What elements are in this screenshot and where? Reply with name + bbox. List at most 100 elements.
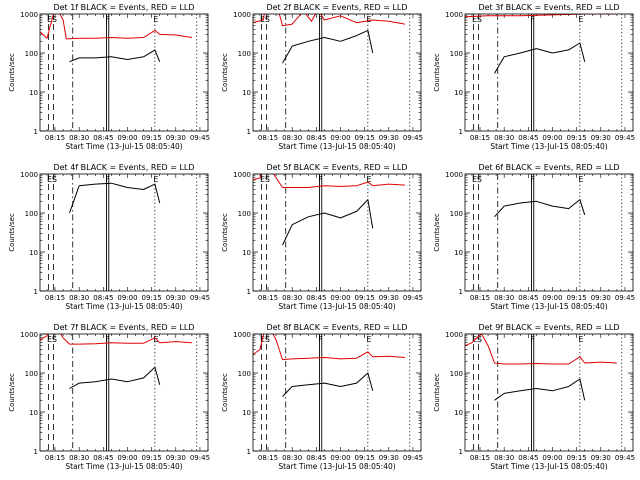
x-tick-label: 09:00 — [330, 134, 350, 142]
panel-title: Det 3f BLACK = Events, RED = LLD — [478, 3, 619, 12]
y-tick-label: 10 — [242, 89, 251, 97]
x-tick-label: 09:30 — [379, 294, 399, 302]
x-tick-label: 09:00 — [542, 454, 562, 462]
marker-label: E — [366, 175, 371, 184]
y-axis-label: Counts/sec — [221, 53, 229, 92]
panel: Det 1f BLACK = Events, RED = LLD Counts/s… — [8, 3, 210, 151]
y-tick-label: 1 — [247, 128, 251, 136]
x-tick-label: 09:30 — [591, 134, 611, 142]
x-tick-label: 08:30 — [494, 454, 514, 462]
plot-frame — [464, 173, 634, 292]
marker-label: S — [52, 175, 57, 184]
y-tick-label: 1000 — [445, 171, 463, 179]
series-line-events — [69, 49, 161, 63]
x-tick-label: 09:30 — [166, 294, 186, 302]
y-tick-label: 1 — [34, 448, 38, 456]
y-tick-label: 1000 — [233, 11, 251, 19]
y-tick-label: 10 — [242, 409, 251, 417]
y-tick-label: 10 — [242, 249, 251, 257]
x-tick-label: 09:45 — [615, 454, 635, 462]
marker-label: S — [52, 15, 57, 24]
panel: Det 5f BLACK = Events, RED = LLD Counts/s… — [221, 163, 423, 311]
marker-label: F — [530, 15, 535, 24]
panel-title: Det 8f BLACK = Events, RED = LLD — [266, 323, 407, 332]
x-tick-label: 09:15 — [355, 134, 375, 142]
marker-label: E — [472, 15, 477, 24]
panel-title: Det 1f BLACK = Events, RED = LLD — [53, 3, 194, 12]
marker-label: E — [47, 15, 52, 24]
marker-label: F — [105, 175, 110, 184]
x-tick-label: 08:15 — [258, 454, 278, 462]
x-tick-label: 08:45 — [518, 134, 538, 142]
y-tick-label: 100 — [238, 210, 251, 218]
series-line-lld — [253, 14, 405, 27]
y-tick-label: 1000 — [20, 11, 38, 19]
x-tick-label: 09:30 — [591, 454, 611, 462]
x-tick-label: 08:15 — [258, 294, 278, 302]
y-tick-label: 100 — [25, 370, 38, 378]
panel-title: Det 4f BLACK = Events, RED = LLD — [53, 163, 194, 172]
marker-label: E — [578, 15, 583, 24]
series-line-events — [69, 366, 161, 389]
y-axis-label: Counts/sec — [8, 373, 16, 412]
series-line-events — [282, 199, 374, 246]
x-tick-label: 08:30 — [282, 294, 302, 302]
y-axis-label: Counts/sec — [221, 213, 229, 252]
plot-frame — [464, 13, 634, 132]
y-tick-label: 10 — [454, 249, 463, 257]
x-axis-label: Start Time (13-Jul-15 08:05:40) — [490, 302, 607, 311]
x-tick-label: 08:30 — [282, 454, 302, 462]
marker-label: E — [578, 335, 583, 344]
panel: Det 9f BLACK = Events, RED = LLD Counts/s… — [433, 323, 635, 471]
x-tick-label: 08:15 — [45, 134, 65, 142]
marker-label: S — [477, 175, 482, 184]
marker-label: F — [105, 335, 110, 344]
x-tick-label: 08:45 — [306, 294, 326, 302]
x-tick-label: 09:30 — [379, 454, 399, 462]
x-tick-label: 09:15 — [355, 454, 375, 462]
panel-title: Det 6f BLACK = Events, RED = LLD — [478, 163, 619, 172]
x-tick-label: 09:00 — [117, 454, 137, 462]
marker-label: E — [366, 15, 371, 24]
panel: Det 2f BLACK = Events, RED = LLD Counts/s… — [221, 3, 423, 151]
x-tick-label: 08:15 — [258, 134, 278, 142]
x-tick-label: 08:45 — [93, 134, 113, 142]
marker-label: E — [47, 335, 52, 344]
y-tick-label: 100 — [450, 50, 463, 58]
x-tick-label: 09:45 — [403, 134, 423, 142]
x-axis-label: Start Time (13-Jul-15 08:05:40) — [490, 142, 607, 151]
y-tick-label: 1 — [34, 288, 38, 296]
marker-label: S — [265, 15, 270, 24]
panel-title: Det 5f BLACK = Events, RED = LLD — [266, 163, 407, 172]
x-tick-label: 09:45 — [190, 134, 210, 142]
plot-frame — [252, 13, 422, 132]
panel: Det 4f BLACK = Events, RED = LLD Counts/s… — [8, 163, 210, 311]
panel: Det 8f BLACK = Events, RED = LLD Counts/s… — [221, 323, 423, 471]
marker-label: E — [260, 15, 265, 24]
x-tick-label: 09:00 — [330, 294, 350, 302]
x-tick-label: 08:15 — [470, 134, 490, 142]
y-tick-label: 1 — [459, 288, 463, 296]
y-tick-label: 10 — [454, 409, 463, 417]
x-tick-label: 09:30 — [379, 134, 399, 142]
x-tick-label: 08:45 — [306, 134, 326, 142]
marker-label: S — [52, 335, 57, 344]
plot-frame — [252, 173, 422, 292]
y-tick-label: 10 — [29, 89, 38, 97]
y-tick-label: 1000 — [233, 171, 251, 179]
plot-frame — [464, 333, 634, 452]
x-tick-label: 08:45 — [93, 454, 113, 462]
x-tick-label: 09:00 — [542, 294, 562, 302]
marker-label: F — [530, 335, 535, 344]
x-tick-label: 09:00 — [117, 294, 137, 302]
panel-title: Det 7f BLACK = Events, RED = LLD — [53, 323, 194, 332]
x-tick-label: 09:30 — [166, 134, 186, 142]
y-tick-label: 1000 — [233, 331, 251, 339]
marker-label: E — [366, 335, 371, 344]
x-tick-label: 08:15 — [45, 294, 65, 302]
x-axis-label: Start Time (13-Jul-15 08:05:40) — [278, 142, 395, 151]
panel-title: Det 9f BLACK = Events, RED = LLD — [478, 323, 619, 332]
plot-frame — [39, 13, 209, 132]
x-tick-label: 09:45 — [190, 454, 210, 462]
